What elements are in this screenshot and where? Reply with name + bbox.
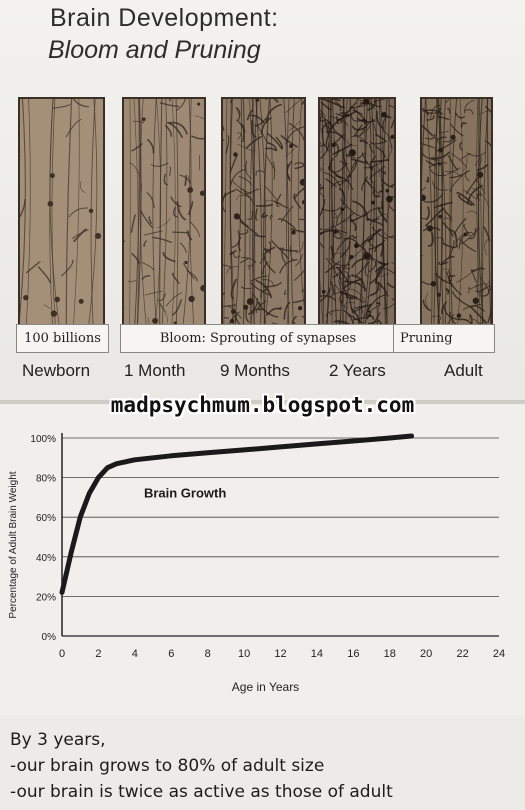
x-tick-label: 16	[347, 648, 359, 660]
neuron-texture	[320, 99, 394, 333]
x-tick-label: 10	[238, 648, 250, 660]
x-tick-label: 24	[493, 648, 505, 660]
banner-pruning: Pruning	[393, 324, 495, 353]
banner-bloom: Bloom: Sprouting of synapses	[120, 324, 396, 353]
y-tick-label: 100%	[30, 434, 56, 445]
chart-annotation: Brain Growth	[144, 485, 226, 500]
neuron-panel-2-years	[318, 97, 396, 335]
y-tick-label: 20%	[36, 592, 56, 603]
y-axis-label: Percentage of Adult Brain Weight	[8, 471, 19, 618]
stage-label-9-months: 9 Months	[220, 361, 290, 380]
watermark-text: madpsychmum.blogspot.com	[110, 393, 415, 417]
footer-line-2: -our brain grows to 80% of adult size	[10, 756, 325, 776]
neuron-texture	[223, 99, 304, 333]
neuron-panel-adult	[420, 97, 493, 335]
y-tick-label: 0%	[42, 632, 57, 643]
footer-line-3: -our brain is twice as active as those o…	[10, 782, 393, 802]
series-line-brain-growth	[59, 433, 415, 595]
neuron-texture	[422, 99, 491, 333]
neuron-texture	[124, 99, 204, 333]
neuron-panel-newborn	[18, 97, 105, 335]
neuron-texture	[20, 99, 103, 333]
x-tick-label: 0	[59, 648, 65, 660]
footer-line-1: By 3 years,	[10, 730, 106, 750]
chart-svg: 0%20%40%60%80%100%0 2 4 6 8 10 12 14 16 18 20 22 24A…	[8, 433, 505, 694]
x-tick-label: 14	[311, 648, 323, 660]
stage-label-2-years: 2 Years	[329, 361, 386, 380]
x-tick-label: 12	[274, 648, 286, 660]
x-tick-label: 22	[456, 648, 468, 660]
stage-label-1-month: 1 Month	[124, 361, 186, 380]
y-tick-label: 80%	[36, 474, 56, 485]
x-tick-label: 2	[95, 648, 101, 660]
x-tick-label: 18	[384, 648, 396, 660]
section-divider	[0, 400, 525, 404]
x-tick-label: 6	[168, 648, 174, 660]
stage-label-adult: Adult	[444, 361, 483, 380]
x-tick-label: 8	[205, 648, 211, 660]
stage-label-newborn: Newborn	[22, 361, 91, 380]
x-tick-label: 20	[420, 648, 432, 660]
banner-newborn: 100 billions	[16, 324, 109, 353]
y-tick-label: 60%	[36, 513, 56, 524]
x-axis-label: Age in Years	[232, 680, 299, 694]
slide-title: Brain Development:	[50, 4, 279, 32]
slide-subtitle: Bloom and Pruning	[48, 36, 261, 64]
neuron-panel-9-months	[221, 97, 306, 335]
brain-growth-chart: 0% 20% 40% 60% 80% 100% 0 2 4 6 8 10 12 14 16 18 20 22 24 A…	[0, 405, 525, 715]
x-tick-label: 4	[132, 648, 138, 660]
neuron-panel-1-month	[122, 97, 206, 335]
y-tick-label: 40%	[36, 553, 56, 564]
